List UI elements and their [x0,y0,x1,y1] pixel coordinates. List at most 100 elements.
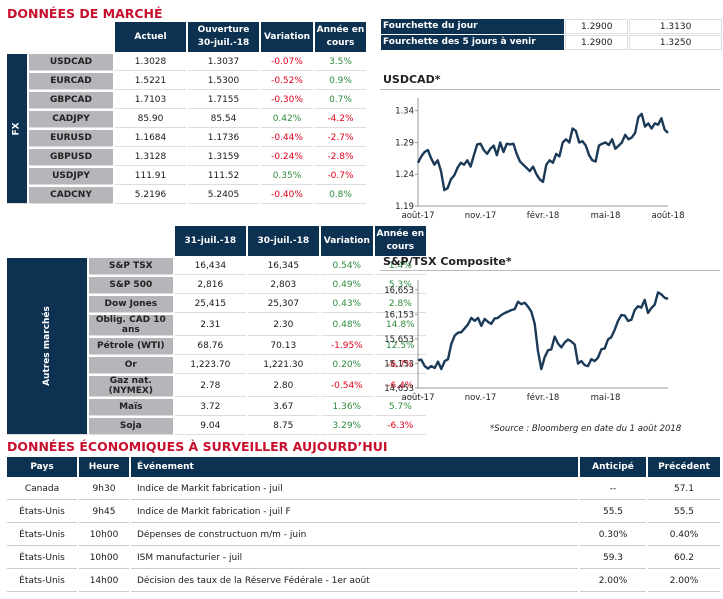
instrument-name: S&P TSX [88,258,173,275]
range-row: Fourchette du jour 1.2900 1.3130 [381,19,722,34]
change-value: 0.42% [261,111,313,128]
fx-header-current: Actuel [115,22,186,52]
blank-corner [7,226,87,256]
other-header-change: Variation [320,226,373,256]
current-value: 5.2196 [115,187,186,204]
ytd-value: 0.9% [315,73,366,90]
x-tick-label: nov.-17 [465,211,497,221]
y-tick-label: 1.19 [395,202,414,212]
change-value: -0.44% [261,130,313,147]
ytd-value: 0.8% [315,187,366,204]
ytd-value: -0.7% [315,168,366,185]
fx-table: Actuel Ouverture 30-juil.-18 Variation A… [5,20,368,206]
change-value: 0.48% [320,315,373,336]
open-value: 25,307 [247,296,319,313]
eco-header-expected: Anticipé [580,457,646,477]
change-value: 0.20% [320,357,373,374]
open-value: 1.1736 [188,130,259,147]
divider [380,89,720,90]
ytd-value: 3.5% [315,54,366,71]
instrument-name: Pétrole (WTI) [88,338,173,355]
range-row: Fourchette des 5 jours à venir 1.2900 1.… [381,35,722,50]
time-cell: 10h00 [79,525,129,546]
instrument-name: Oblig. CAD 10 ans [88,315,173,336]
market-row: EURUSD 1.1684 1.1736 -0.44% -2.7% [7,130,366,147]
blank-corner [7,22,27,52]
fx-side-label: FX [7,54,27,204]
open-value: 2.30 [247,315,319,336]
expected-cell: 59.3 [580,548,646,569]
ytd-value: -2.7% [315,130,366,147]
open-value: 2,803 [247,277,319,294]
open-value: 1.3037 [188,54,259,71]
open-value: 1,221.30 [247,357,319,374]
ytd-value: 1.4% [374,258,426,275]
open-value: 2.80 [247,376,319,397]
instrument-name: Or [88,357,173,374]
eco-header-time: Heure [79,457,129,477]
change-value: -0.52% [261,73,313,90]
ytd-value: 2.8% [374,296,426,313]
open-value: 8.75 [247,418,319,435]
country-cell: États-Unis [7,502,77,523]
current-value: 85.90 [115,111,186,128]
y-tick-label: 15,153 [384,359,414,369]
instrument-name: GBPCAD [29,92,113,109]
side-label: Autres marchés [41,306,52,386]
current-value: 1.1684 [115,130,186,147]
country-cell: États-Unis [7,571,77,592]
expected-cell: 55.5 [580,502,646,523]
ytd-value: 5.3% [374,277,426,294]
current-value: 1.3028 [115,54,186,71]
economic-table: Pays Heure Événement Anticipé Précédent … [5,455,722,594]
other-header-previous: 30-juil.-18 [247,226,319,256]
instrument-name: CADJPY [29,111,113,128]
market-row: Pétrole (WTI) 68.76 70.13 -1.95% 12.5% [7,338,426,355]
country-cell: États-Unis [7,525,77,546]
instrument-name: S&P 500 [88,277,173,294]
range-low: 1.2900 [565,35,629,50]
range-high: 1.3250 [629,35,722,50]
open-value: 3.67 [247,399,319,416]
market-row: Or 1,223.70 1,221.30 0.20% -6.7% [7,357,426,374]
current-value: 9.04 [174,418,246,435]
current-value: 25,415 [174,296,246,313]
fx-header-ytd: Année en cours [315,22,366,52]
market-row: CADJPY 85.90 85.54 0.42% -4.2% [7,111,366,128]
event-cell: Dépenses de constructuon m/m - juin [131,525,578,546]
market-row: Soja 9.04 8.75 3.29% -6.3% [7,418,426,435]
instrument-name: CADCNY [29,187,113,204]
instrument-name: EURUSD [29,130,113,147]
change-value: 1.36% [320,399,373,416]
current-value: 111.91 [115,168,186,185]
eco-header-country: Pays [7,457,77,477]
x-tick-label: mai-18 [591,211,621,221]
change-value: -0.40% [261,187,313,204]
ytd-value: -6.3% [374,418,426,435]
fx-header-change: Variation [261,22,313,52]
current-value: 2,816 [174,277,246,294]
previous-cell: 55.5 [648,502,720,523]
market-row: GBPUSD 1.3128 1.3159 -0.24% -2.8% [7,149,366,166]
eco-header-event: Événement [131,457,578,477]
open-value: 5.2405 [188,187,259,204]
open-value: 1.3159 [188,149,259,166]
economic-row: États-Unis 9h45 Indice de Markit fabricati… [7,502,720,523]
market-data-title: DONNÉES DE MARCHÉ [7,6,163,21]
ytd-value: -2.8% [315,149,366,166]
change-value: 0.54% [320,258,373,275]
instrument-name: USDJPY [29,168,113,185]
source-note: *Source : Bloomberg en date du 1 août 20… [490,424,682,434]
blank-corner [88,226,173,256]
range-label: Fourchette des 5 jours à venir [381,35,565,50]
range-high: 1.3130 [629,19,722,34]
time-cell: 9h30 [79,479,129,500]
y-tick-label: 14,653 [384,384,414,394]
eco-header-previous: Précédent [648,457,720,477]
market-row: S&P 500 2,816 2,803 0.49% 5.3% [7,277,426,294]
event-cell: Indice de Markit fabrication - juil [131,479,578,500]
series-line [416,112,669,192]
market-row: Dow Jones 25,415 25,307 0.43% 2.8% [7,296,426,313]
previous-cell: 57.1 [648,479,720,500]
